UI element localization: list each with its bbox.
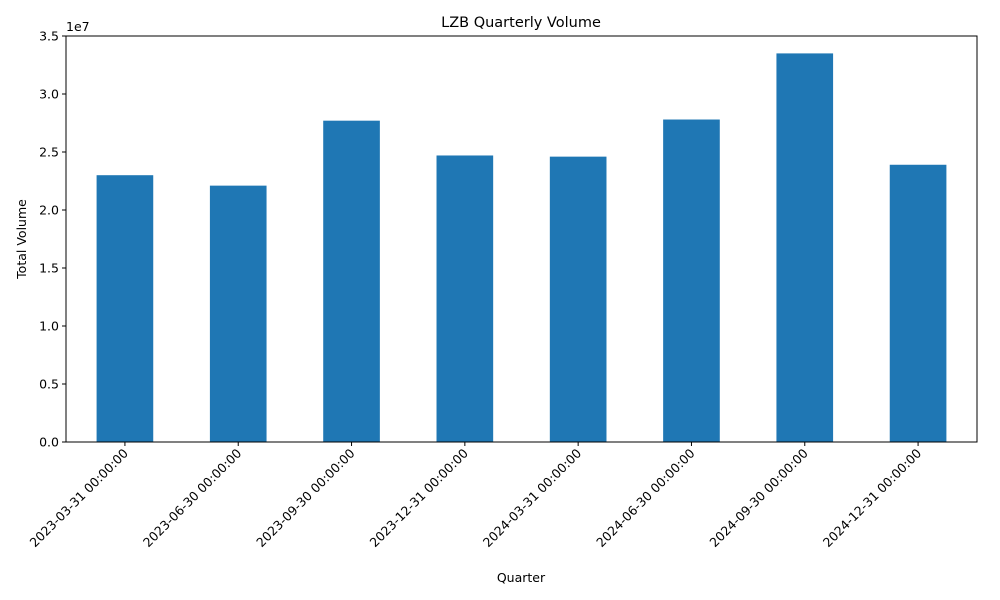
bar-1 bbox=[209, 185, 267, 442]
bars bbox=[96, 53, 947, 443]
bar-3 bbox=[436, 155, 494, 443]
y-tick-label: 1.0 bbox=[39, 319, 59, 334]
y-tick-label: 0.5 bbox=[39, 377, 59, 392]
y-axis-offset-label: 1e7 bbox=[66, 19, 90, 34]
y-tick-label: 2.0 bbox=[39, 203, 59, 218]
y-tick-label: 2.5 bbox=[39, 145, 59, 160]
x-axis-label: Quarter bbox=[497, 570, 546, 585]
bar-6 bbox=[776, 53, 834, 443]
bar-7 bbox=[889, 164, 947, 442]
y-axis-label: Total Volume bbox=[14, 199, 29, 280]
bar-0 bbox=[96, 175, 154, 442]
bar-2 bbox=[323, 120, 380, 443]
y-axis-ticks: 0.0 0.5 1.0 1.5 2.0 2.5 3.0 3.5 bbox=[39, 29, 66, 450]
bar-5 bbox=[663, 119, 720, 443]
y-tick-label: 1.5 bbox=[39, 261, 59, 276]
plot-frame bbox=[65, 35, 978, 443]
y-tick-label: 3.5 bbox=[39, 29, 59, 44]
y-tick-label: 0.0 bbox=[39, 435, 59, 450]
bar-4 bbox=[549, 156, 607, 442]
chart-title: LZB Quarterly Volume bbox=[441, 15, 601, 31]
y-tick-label: 3.0 bbox=[39, 87, 59, 102]
